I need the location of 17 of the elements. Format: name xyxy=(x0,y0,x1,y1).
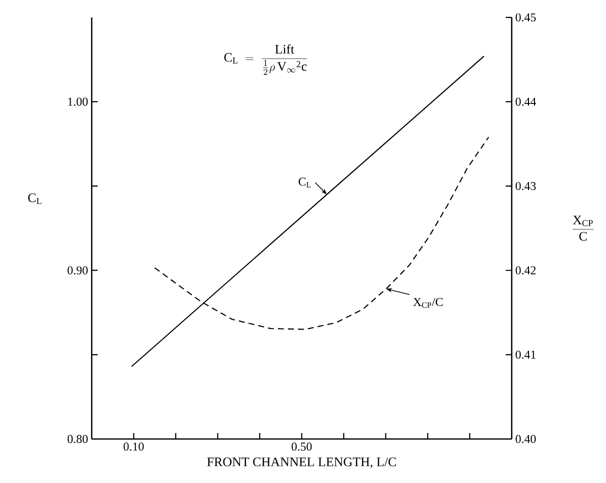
y2-tick-label: 0.42 xyxy=(516,266,536,274)
y2-tick-label: 0.45 xyxy=(516,13,536,22)
x-tick-label: 0.50 xyxy=(292,442,312,451)
y2-tick-label: 0.41 xyxy=(516,350,536,359)
y2-tick-label: 0.44 xyxy=(516,98,536,106)
y2-tick-label: 0.43 xyxy=(516,182,536,190)
x-axis-title: FRONT CHANNEL LENGTH, L/C xyxy=(207,458,396,468)
legend-label: C$_{L}$ xyxy=(298,178,311,188)
annotation: $\mathrm{C_L}\ =\ \frac{\mathrm{Lift}}{\frac{1}{2}\rho\,\mathrm{V_\infty{}^2 c}}$ xyxy=(224,44,308,75)
x-tick-label: 0.10 xyxy=(124,442,144,451)
y-tick-label: 1.00 xyxy=(68,98,88,106)
y-tick-label: 0.90 xyxy=(68,266,88,274)
y-axis-title: C$_{L}$ xyxy=(28,193,42,204)
text: X$_{CP}$/C xyxy=(413,298,443,308)
y2-axis-title: $\frac{\mathrm{X_{CP}}}{\mathrm{C}}$ xyxy=(572,216,594,241)
y2-tick-label: 0.40 xyxy=(516,434,536,444)
y-tick-label: 0.80 xyxy=(68,434,88,444)
